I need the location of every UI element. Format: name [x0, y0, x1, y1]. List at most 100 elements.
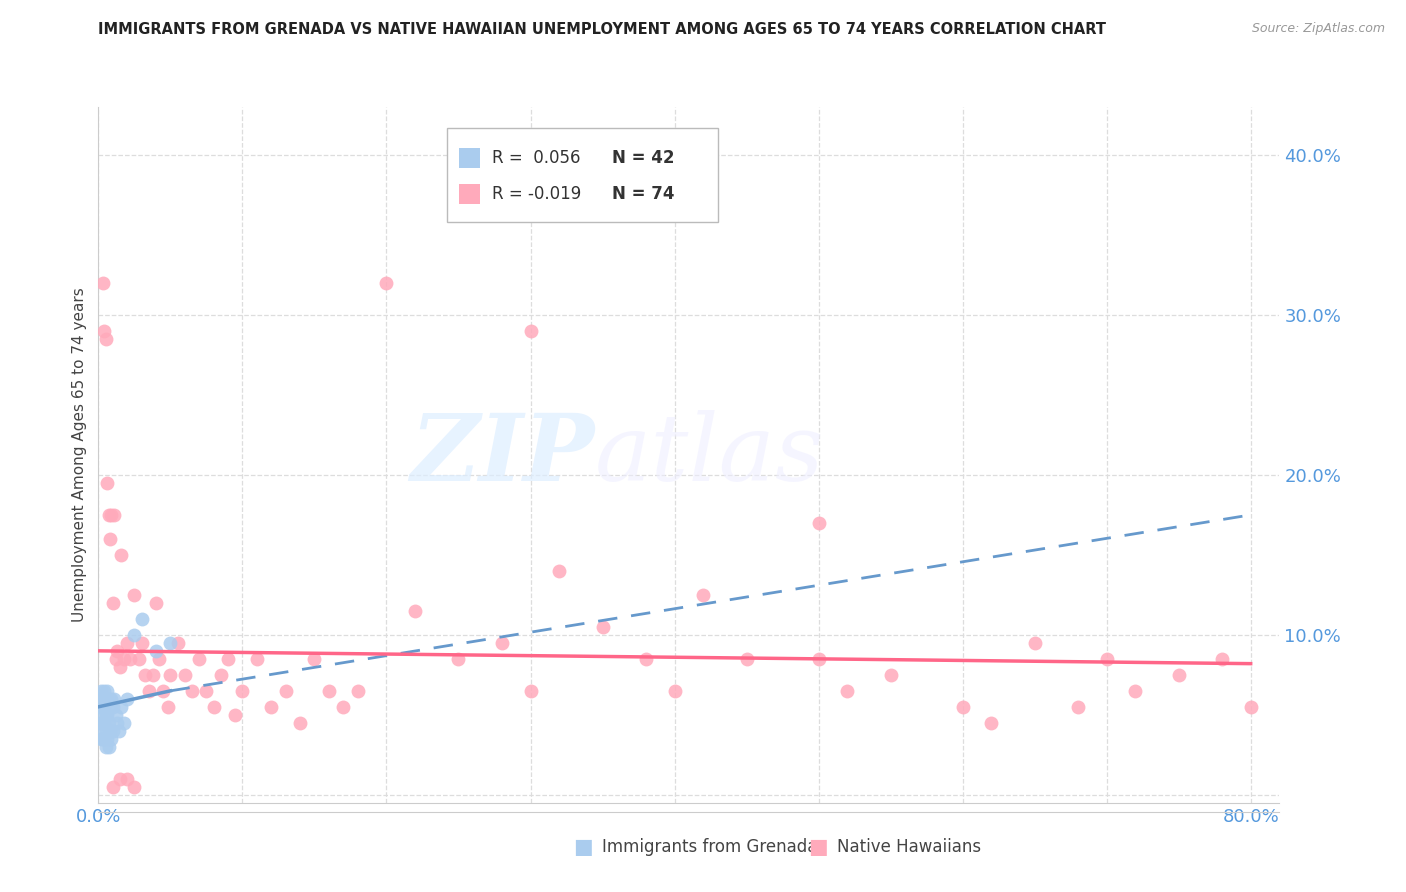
- Point: [115, 636, 138, 650]
- Point: [101, 723, 124, 738]
- Point: [98, 532, 121, 546]
- Text: R = -0.019: R = -0.019: [492, 185, 581, 203]
- Point: [91, 699, 114, 714]
- Point: [159, 668, 181, 682]
- Point: [664, 683, 686, 698]
- Point: [100, 731, 122, 746]
- Point: [1167, 668, 1189, 682]
- Point: [156, 699, 179, 714]
- Point: [195, 683, 218, 698]
- Point: [166, 636, 188, 650]
- Point: [93, 324, 115, 338]
- Text: R =  0.056: R = 0.056: [492, 149, 581, 167]
- Point: [260, 699, 283, 714]
- Point: [142, 668, 165, 682]
- Point: [145, 596, 167, 610]
- Text: ■: ■: [808, 838, 828, 857]
- Point: [188, 652, 211, 666]
- Point: [93, 715, 115, 730]
- Point: [807, 652, 830, 666]
- Point: [112, 652, 135, 666]
- Point: [97, 715, 120, 730]
- Point: [519, 683, 541, 698]
- Point: [447, 652, 470, 666]
- Point: [159, 636, 181, 650]
- Point: [224, 707, 246, 722]
- Point: [404, 604, 426, 618]
- Y-axis label: Unemployment Among Ages 65 to 74 years: Unemployment Among Ages 65 to 74 years: [72, 287, 87, 623]
- Point: [96, 475, 118, 490]
- Point: [115, 772, 138, 786]
- Point: [94, 691, 117, 706]
- Point: [97, 691, 120, 706]
- FancyBboxPatch shape: [447, 128, 718, 222]
- Point: [98, 723, 121, 738]
- Point: [90, 707, 112, 722]
- Point: [138, 683, 160, 698]
- Point: [94, 739, 117, 754]
- Point: [318, 683, 340, 698]
- Point: [94, 707, 117, 722]
- Point: [124, 588, 146, 602]
- Point: [145, 644, 167, 658]
- Text: Immigrants from Grenada: Immigrants from Grenada: [602, 838, 817, 856]
- Point: [980, 715, 1002, 730]
- Point: [89, 715, 111, 730]
- Point: [692, 588, 714, 602]
- Point: [346, 683, 368, 698]
- Point: [100, 508, 122, 522]
- Text: ZIP: ZIP: [411, 410, 595, 500]
- Point: [837, 683, 859, 698]
- Point: [217, 652, 239, 666]
- Point: [332, 699, 354, 714]
- Point: [108, 772, 131, 786]
- Point: [90, 731, 112, 746]
- Point: [231, 683, 253, 698]
- Text: IMMIGRANTS FROM GRENADA VS NATIVE HAWAIIAN UNEMPLOYMENT AMONG AGES 65 TO 74 YEAR: IMMIGRANTS FROM GRENADA VS NATIVE HAWAII…: [98, 22, 1107, 37]
- Point: [879, 668, 901, 682]
- Point: [112, 715, 135, 730]
- Point: [91, 691, 114, 706]
- Point: [89, 699, 111, 714]
- Point: [1067, 699, 1090, 714]
- Text: N = 74: N = 74: [612, 185, 675, 203]
- Point: [548, 564, 571, 578]
- Point: [107, 723, 129, 738]
- Point: [288, 715, 311, 730]
- Point: [96, 707, 118, 722]
- Point: [93, 699, 115, 714]
- Point: [274, 683, 297, 698]
- Point: [209, 668, 232, 682]
- FancyBboxPatch shape: [458, 185, 479, 204]
- Point: [128, 652, 150, 666]
- Point: [124, 780, 146, 794]
- Text: Source: ZipAtlas.com: Source: ZipAtlas.com: [1251, 22, 1385, 36]
- Point: [100, 691, 122, 706]
- Point: [101, 596, 124, 610]
- Point: [592, 620, 614, 634]
- Point: [89, 691, 111, 706]
- Point: [101, 699, 124, 714]
- Point: [148, 652, 170, 666]
- Point: [1240, 699, 1263, 714]
- Point: [104, 652, 127, 666]
- Point: [304, 652, 326, 666]
- Point: [246, 652, 269, 666]
- Point: [98, 699, 121, 714]
- Point: [96, 683, 118, 698]
- Point: [91, 731, 114, 746]
- Point: [491, 636, 513, 650]
- Point: [134, 668, 156, 682]
- Point: [120, 652, 142, 666]
- Point: [1095, 652, 1118, 666]
- Text: ■: ■: [574, 838, 593, 857]
- Point: [735, 652, 758, 666]
- Point: [103, 508, 125, 522]
- Point: [97, 739, 120, 754]
- Point: [110, 699, 132, 714]
- Point: [124, 628, 146, 642]
- Text: atlas: atlas: [595, 410, 824, 500]
- Point: [634, 652, 657, 666]
- Point: [519, 324, 541, 338]
- Point: [97, 508, 120, 522]
